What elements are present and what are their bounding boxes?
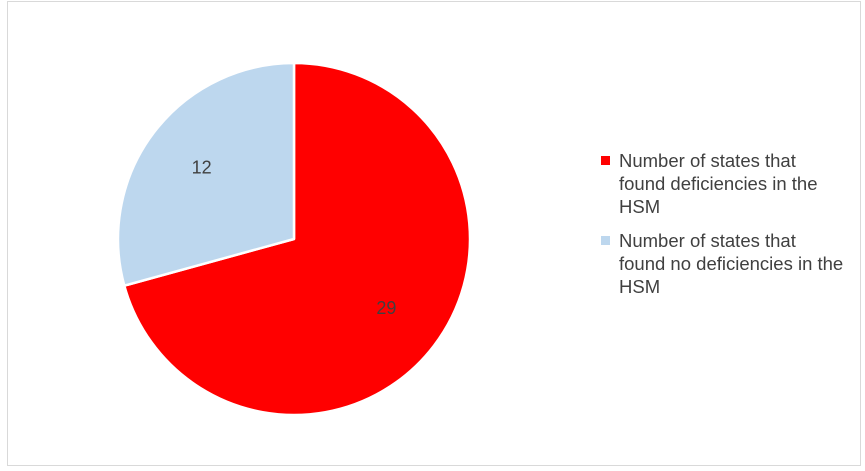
pie-slice-no-deficiencies — [116, 61, 296, 287]
legend-swatch-deficiencies — [601, 156, 610, 165]
data-label-deficiencies: 29 — [376, 298, 396, 318]
pie-chart: 29 12 — [116, 61, 472, 417]
pie-slice-deficiencies — [123, 61, 472, 417]
legend: Number of states that found deficiencies… — [594, 149, 844, 309]
chart-area: 29 12 Number of states that found deficie… — [7, 1, 861, 466]
legend-item-no-deficiencies: Number of states that found no deficienc… — [594, 229, 844, 298]
legend-label-deficiencies: Number of states that found deficiencies… — [619, 150, 818, 217]
legend-item-deficiencies: Number of states that found deficiencies… — [594, 149, 844, 218]
legend-swatch-no-deficiencies — [601, 236, 610, 245]
data-label-no-deficiencies: 12 — [192, 157, 212, 177]
legend-label-no-deficiencies: Number of states that found no deficienc… — [619, 230, 844, 297]
